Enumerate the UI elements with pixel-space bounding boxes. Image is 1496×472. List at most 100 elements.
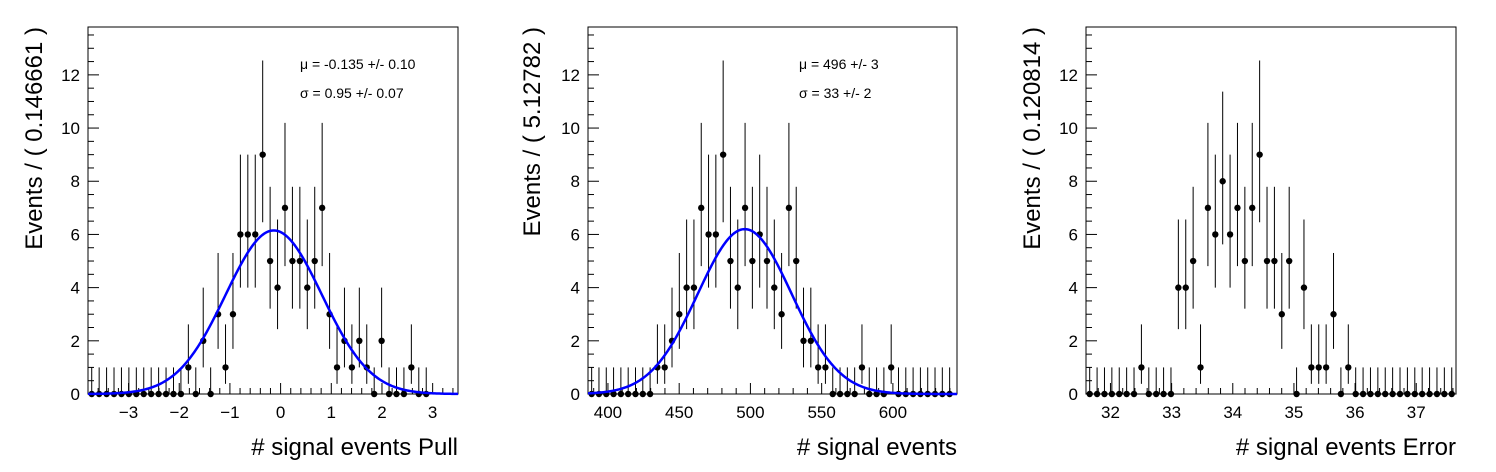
data-point [155, 390, 162, 398]
data-point [690, 284, 698, 291]
x-tick-label: 1 [327, 403, 336, 422]
data-point [1345, 364, 1352, 371]
y-tick-label: 8 [71, 172, 80, 191]
data-point [1167, 390, 1175, 398]
data-point [1138, 364, 1145, 371]
data-point [252, 231, 259, 238]
data-point [646, 390, 654, 398]
data-point [385, 390, 393, 398]
data-point [1300, 284, 1308, 291]
y-tick-label: 0 [1069, 385, 1078, 404]
x-axis-title: # signal events Error [1236, 434, 1456, 461]
y-tick-label: 4 [1069, 279, 1078, 298]
data-point [192, 390, 199, 398]
data-point [333, 364, 341, 371]
data-point [222, 364, 229, 371]
data-point [800, 337, 807, 345]
y-axis-title: Events / ( 0.146661 ) [21, 27, 48, 250]
data-point [844, 390, 851, 398]
data-point [1204, 204, 1212, 212]
data-point [1308, 364, 1315, 371]
data-point [1352, 390, 1359, 398]
data-point [683, 284, 690, 291]
data-point [822, 364, 829, 371]
data-point [1160, 390, 1167, 398]
y-tick-label: 10 [61, 119, 80, 138]
y-tick-label: 0 [71, 385, 80, 404]
data-point [1337, 390, 1345, 398]
x-tick-label: 550 [807, 403, 835, 422]
data-point [177, 390, 185, 398]
data-point [318, 204, 326, 212]
data-point [866, 390, 873, 398]
x-tick-label: 3 [428, 403, 437, 422]
y-tick-label: 10 [1059, 119, 1078, 138]
data-point [170, 390, 177, 398]
data-point [785, 204, 793, 212]
data-point [259, 151, 266, 158]
data-point [1271, 257, 1278, 265]
data-point [778, 311, 785, 318]
data-point [1130, 390, 1138, 398]
y-axis-title: Events / ( 0.120814 ) [1019, 27, 1046, 250]
x-tick-label: 32 [1101, 403, 1120, 422]
data-point [1212, 231, 1219, 238]
data-point [719, 151, 727, 158]
x-tick-label: 450 [665, 403, 693, 422]
data-point [1293, 390, 1300, 398]
data-point [734, 284, 741, 291]
data-point [1086, 390, 1093, 398]
y-tick-label: 2 [71, 332, 80, 351]
data-point [348, 364, 356, 371]
y-tick-label: 6 [571, 225, 580, 244]
data-point [1330, 311, 1337, 318]
data-point [1175, 284, 1182, 291]
data-point [1256, 151, 1263, 158]
data-point [1382, 390, 1389, 398]
y-tick-label: 2 [571, 332, 580, 351]
data-point [1219, 178, 1226, 185]
data-point [1441, 390, 1448, 398]
data-point [1396, 390, 1404, 398]
stat-mu: μ = -0.135 +/- 0.10 [300, 56, 416, 72]
stat-sigma: σ = 0.95 +/- 0.07 [300, 85, 404, 101]
data-point [858, 364, 866, 371]
x-axis-title: # signal events Pull [251, 434, 458, 461]
data-point [836, 390, 844, 398]
data-point [1152, 390, 1160, 398]
data-point [763, 257, 771, 265]
data-point [1116, 390, 1123, 398]
data-point [304, 284, 311, 291]
data-point [1197, 364, 1204, 371]
x-tick-label: 400 [594, 403, 622, 422]
data-point [1093, 390, 1101, 398]
data-point [296, 257, 304, 265]
plot-frame [87, 26, 459, 395]
data-point [311, 257, 318, 265]
data-point [1189, 257, 1197, 265]
data-point [771, 284, 778, 291]
data-point [851, 390, 858, 398]
data-point [266, 257, 274, 265]
data-point [289, 257, 296, 265]
data-point [1108, 390, 1116, 398]
data-point [140, 390, 147, 398]
data-point [661, 364, 668, 371]
data-point [610, 390, 617, 398]
data-point [873, 390, 880, 398]
data-point [1322, 364, 1330, 371]
x-tick-label: 600 [879, 403, 907, 422]
panel-signal-events: 0 2 4 6 8 10 12 400 450 500 550 600 # signal events E… [519, 26, 958, 461]
data-point [1123, 390, 1130, 398]
y-tick-label: 2 [1069, 332, 1078, 351]
y-tick-label: 12 [1059, 66, 1078, 85]
data-point [727, 257, 734, 265]
x-tick-label: 0 [276, 403, 285, 422]
fit-curve [587, 227, 957, 396]
data-point [624, 390, 632, 398]
x-tick-label: 2 [377, 403, 386, 422]
data-point [617, 390, 625, 398]
x-tick-label: 35 [1284, 403, 1303, 422]
data-point [1278, 311, 1285, 318]
